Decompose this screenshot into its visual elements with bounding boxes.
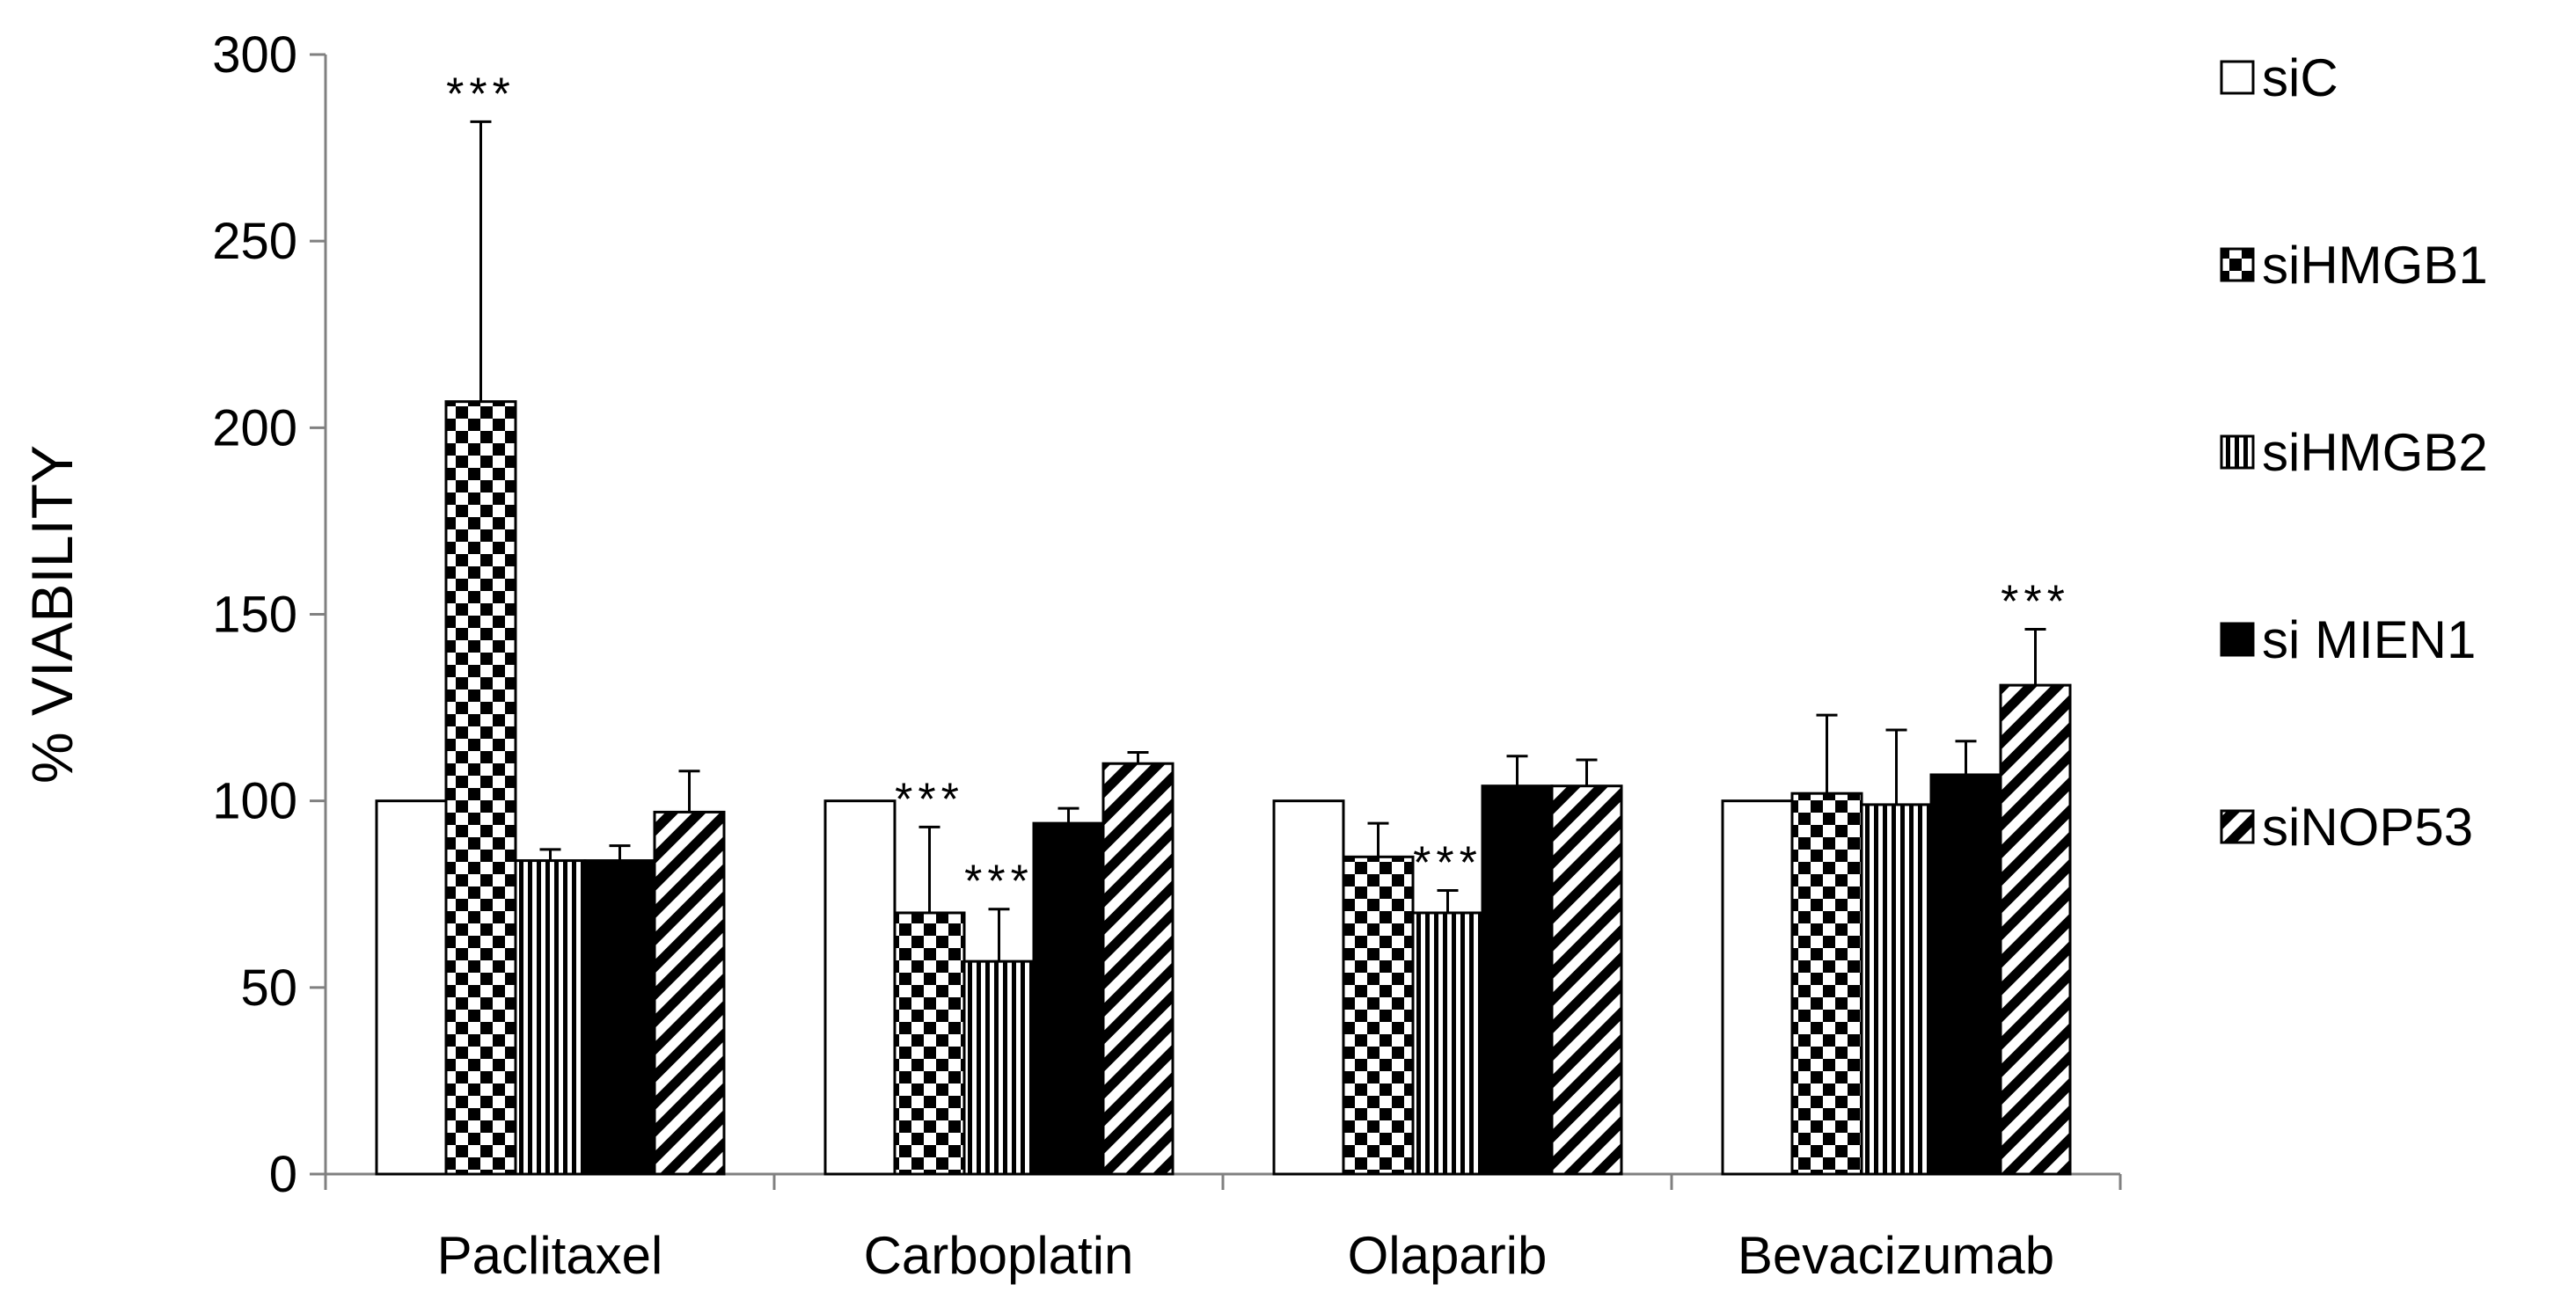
legend-swatch-sinop53 xyxy=(2220,809,2255,844)
error-bars xyxy=(470,120,2046,962)
bar-sinop53-carboplatin xyxy=(1101,762,1175,1176)
legend-label-sihmgb2: siHMGB2 xyxy=(2262,423,2488,482)
legend-label-sinop53: siNOP53 xyxy=(2262,798,2473,857)
axes: 0 50 100 150 200 250 300 xyxy=(212,26,2122,1203)
y-tick-label: 300 xyxy=(212,26,297,84)
bars xyxy=(375,400,2072,1176)
legend-label-sihmgb1: siHMGB1 xyxy=(2262,236,2488,295)
bar-si-mien1-carboplatin xyxy=(1032,821,1105,1176)
bar-sihmgb2-paclitaxel xyxy=(514,859,587,1176)
bar-sic-bevacizumab xyxy=(1721,799,1794,1176)
y-tick-label: 0 xyxy=(269,1146,297,1203)
y-tick-label: 250 xyxy=(212,213,297,270)
bar-sihmgb1-paclitaxel xyxy=(444,400,517,1176)
bar-sic-paclitaxel xyxy=(375,799,448,1176)
x-tick-label-paclitaxel: Paclitaxel xyxy=(437,1226,663,1285)
bar-si-mien1-paclitaxel xyxy=(583,859,656,1176)
y-axis-title: % VIABILITY xyxy=(19,445,84,784)
y-tick-label: 150 xyxy=(212,587,297,644)
bar-sinop53-paclitaxel xyxy=(653,810,726,1176)
y-tick-label: 100 xyxy=(212,773,297,830)
labels: % VIABILITY Paclitaxel Carboplatin Olaparib… xyxy=(19,69,2070,1285)
bar-sihmgb1-bevacizumab xyxy=(1790,792,1863,1176)
legend-swatch-sic xyxy=(2220,60,2255,95)
bar-sihmgb2-bevacizumab xyxy=(1860,803,1933,1176)
y-tick-label: 50 xyxy=(240,959,297,1017)
bar-sinop53-bevacizumab xyxy=(1999,683,2072,1176)
bar-sihmgb2-carboplatin xyxy=(962,959,1036,1176)
legend-swatch-si-mien1 xyxy=(2220,622,2255,657)
legend-swatch-sihmgb2 xyxy=(2220,434,2255,470)
significance-label: *** xyxy=(1413,838,1482,889)
x-tick-label-olaparib: Olaparib xyxy=(1348,1226,1548,1285)
bar-si-mien1-olaparib xyxy=(1481,784,1554,1176)
bar-si-mien1-bevacizumab xyxy=(1929,773,2002,1176)
bar-sihmgb1-carboplatin xyxy=(893,911,966,1176)
legend: siC siHMGB1 siHMGB2 si MIEN1 siNOP53 xyxy=(2220,48,2488,857)
x-tick-label-carboplatin: Carboplatin xyxy=(864,1226,1134,1285)
bar-sinop53-olaparib xyxy=(1550,784,1623,1176)
legend-label-si-mien1: si MIEN1 xyxy=(2262,610,2476,669)
bar-sic-carboplatin xyxy=(823,799,896,1176)
x-tick-label-bevacizumab: Bevacizumab xyxy=(1738,1226,2054,1285)
significance-label: *** xyxy=(895,774,964,825)
bar-sihmgb2-olaparib xyxy=(1411,911,1484,1176)
significance-label: *** xyxy=(2001,576,2070,627)
legend-swatch-sihmgb1 xyxy=(2220,247,2255,282)
significance-label: *** xyxy=(964,857,1034,908)
significance-label: *** xyxy=(446,69,516,120)
bar-sihmgb1-olaparib xyxy=(1342,855,1415,1176)
bar-sic-olaparib xyxy=(1272,799,1345,1176)
y-tick-label: 200 xyxy=(212,399,297,456)
legend-label-sic: siC xyxy=(2262,48,2338,107)
